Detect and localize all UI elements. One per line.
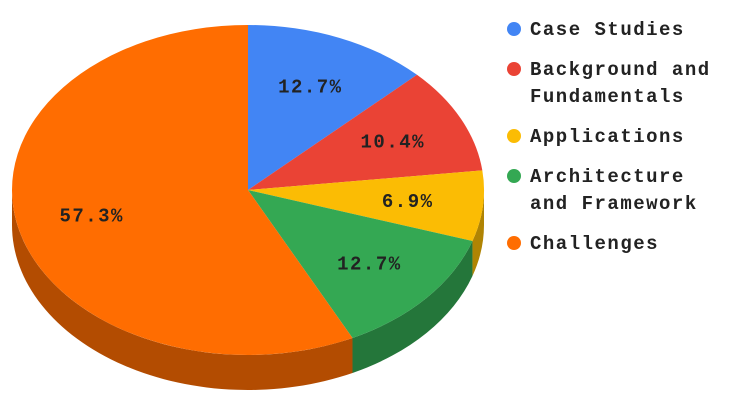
legend-marker xyxy=(507,169,521,183)
slice xyxy=(248,74,483,190)
legend-marker xyxy=(507,22,521,36)
slice xyxy=(248,190,473,338)
legend-marker xyxy=(507,129,521,143)
legend-label: Applications xyxy=(530,126,685,148)
legend-marker xyxy=(507,62,521,76)
legend-marker xyxy=(507,236,521,250)
legend-label-line: Applications xyxy=(530,126,685,148)
slice-label: 12.7% xyxy=(278,77,343,99)
legend-label: Challenges xyxy=(530,233,659,255)
slice-label: 6.9% xyxy=(382,191,434,213)
legend-label-line: Challenges xyxy=(530,233,659,255)
legend-label: Background and Fundamentals xyxy=(530,59,711,108)
legend-label-line: Background and xyxy=(530,59,711,81)
slice-side xyxy=(352,240,473,373)
slice xyxy=(11,25,353,356)
legend-label-line: Fundamentals xyxy=(530,86,685,108)
slice-label: 12.7% xyxy=(337,253,402,275)
slice xyxy=(248,25,417,190)
slice-side xyxy=(472,190,484,276)
legend-label-line: Architecture xyxy=(530,166,685,188)
slice-label: 57.3% xyxy=(59,206,124,228)
legend-label: Case Studies xyxy=(530,19,685,41)
slice-label: 10.4% xyxy=(361,132,426,154)
legend-label-line: Case Studies xyxy=(530,19,685,41)
legend-label-line: and Framework xyxy=(530,193,698,215)
slice-side xyxy=(12,190,353,390)
slice xyxy=(248,170,484,241)
legend-label: Architecture and Framework xyxy=(530,166,698,215)
